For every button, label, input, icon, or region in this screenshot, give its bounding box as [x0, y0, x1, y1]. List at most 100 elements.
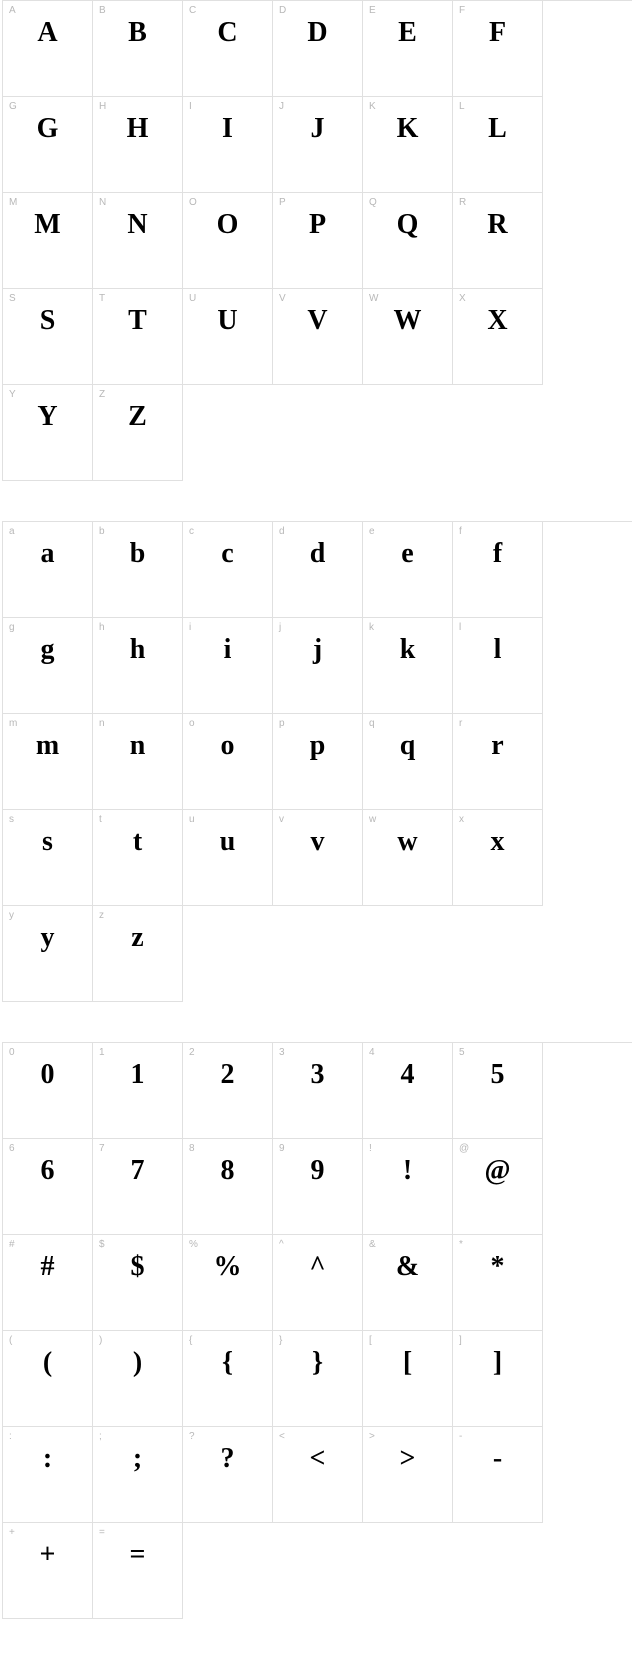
- glyph-label: 4: [369, 1047, 375, 1058]
- glyph-label: y: [9, 910, 14, 921]
- glyph-cell: <<: [273, 1427, 363, 1523]
- glyph-display: 2: [183, 1061, 272, 1089]
- glyph-label: U: [189, 293, 196, 304]
- glyph-label: ): [99, 1335, 102, 1346]
- glyph-display: g: [3, 636, 92, 664]
- glyph-display: ]: [453, 1349, 542, 1377]
- glyph-display: ;: [93, 1445, 182, 1473]
- glyph-display: M: [3, 211, 92, 239]
- glyph-display: [: [363, 1349, 452, 1377]
- glyph-display: 9: [273, 1157, 362, 1185]
- glyph-cell: kk: [363, 618, 453, 714]
- glyph-display: j: [273, 636, 362, 664]
- glyph-label: *: [459, 1239, 463, 1250]
- glyph-cell: ee: [363, 522, 453, 618]
- glyph-display: -: [453, 1445, 542, 1473]
- glyph-display: 6: [3, 1157, 92, 1185]
- glyph-label: H: [99, 101, 106, 112]
- glyph-label: f: [459, 526, 462, 537]
- glyph-cell: 55: [453, 1043, 543, 1139]
- glyph-label: b: [99, 526, 105, 537]
- glyph-display: =: [93, 1541, 182, 1569]
- glyph-cell: hh: [93, 618, 183, 714]
- glyph-cell: 88: [183, 1139, 273, 1235]
- glyph-label: p: [279, 718, 285, 729]
- glyph-display: $: [93, 1253, 182, 1281]
- glyph-label: >: [369, 1431, 375, 1442]
- glyph-cell: VV: [273, 289, 363, 385]
- glyph-display: Y: [3, 403, 92, 431]
- glyph-display: z: [93, 924, 182, 952]
- glyph-label: #: [9, 1239, 15, 1250]
- glyph-cell: SS: [3, 289, 93, 385]
- glyph-label: j: [279, 622, 281, 633]
- glyph-cell: vv: [273, 810, 363, 906]
- glyph-display: t: [93, 828, 182, 856]
- glyph-cell: ((: [3, 1331, 93, 1427]
- glyph-label: T: [99, 293, 105, 304]
- glyph-cell: XX: [453, 289, 543, 385]
- glyph-cell: CC: [183, 1, 273, 97]
- glyph-display: W: [363, 307, 452, 335]
- glyph-display: B: [93, 19, 182, 47]
- glyph-label: 7: [99, 1143, 105, 1154]
- glyph-cell: ZZ: [93, 385, 183, 481]
- glyph-display: c: [183, 540, 272, 568]
- glyph-cell: 66: [3, 1139, 93, 1235]
- glyph-cell: aa: [3, 522, 93, 618]
- glyph-label: 5: [459, 1047, 465, 1058]
- section-lowercase: aabbccddeeffgghhiijjkkllmmnnooppqqrrsstt…: [0, 521, 640, 1002]
- glyph-label: X: [459, 293, 466, 304]
- glyph-display: 1: [93, 1061, 182, 1089]
- glyph-label: -: [459, 1431, 462, 1442]
- glyph-label: S: [9, 293, 16, 304]
- glyph-cell: EE: [363, 1, 453, 97]
- glyph-label: e: [369, 526, 375, 537]
- glyph-display: q: [363, 732, 452, 760]
- glyph-grid: aabbccddeeffgghhiijjkkllmmnnooppqqrrsstt…: [2, 521, 632, 1002]
- glyph-cell: ff: [453, 522, 543, 618]
- glyph-cell: bb: [93, 522, 183, 618]
- glyph-display: ^: [273, 1253, 362, 1281]
- glyph-cell: zz: [93, 906, 183, 1002]
- glyph-label: ;: [99, 1431, 102, 1442]
- glyph-label: E: [369, 5, 376, 16]
- glyph-display: &: [363, 1253, 452, 1281]
- glyph-display: %: [183, 1253, 272, 1281]
- glyph-label: M: [9, 197, 17, 208]
- glyph-cell: xx: [453, 810, 543, 906]
- glyph-cell: ii: [183, 618, 273, 714]
- glyph-label: d: [279, 526, 285, 537]
- glyph-label: l: [459, 622, 461, 633]
- glyph-display: F: [453, 19, 542, 47]
- glyph-cell: ##: [3, 1235, 93, 1331]
- glyph-display: l: [453, 636, 542, 664]
- glyph-cell: GG: [3, 97, 93, 193]
- glyph-label: L: [459, 101, 465, 112]
- glyph-label: !: [369, 1143, 372, 1154]
- glyph-label: J: [279, 101, 284, 112]
- glyph-cell: qq: [363, 714, 453, 810]
- glyph-label: V: [279, 293, 286, 304]
- glyph-cell: }}: [273, 1331, 363, 1427]
- glyph-display: G: [3, 115, 92, 143]
- glyph-display: (: [3, 1349, 92, 1377]
- glyph-display: *: [453, 1253, 542, 1281]
- glyph-display: 0: [3, 1061, 92, 1089]
- glyph-display: :: [3, 1445, 92, 1473]
- glyph-display: X: [453, 307, 542, 335]
- glyph-cell: AA: [3, 1, 93, 97]
- glyph-display: H: [93, 115, 182, 143]
- glyph-cell: **: [453, 1235, 543, 1331]
- glyph-display: y: [3, 924, 92, 952]
- glyph-cell: >>: [363, 1427, 453, 1523]
- glyph-label: [: [369, 1335, 372, 1346]
- glyph-cell: cc: [183, 522, 273, 618]
- glyph-label: %: [189, 1239, 198, 1250]
- glyph-label: Y: [9, 389, 16, 400]
- glyph-cell: %%: [183, 1235, 273, 1331]
- glyph-display: p: [273, 732, 362, 760]
- glyph-cell: ??: [183, 1427, 273, 1523]
- glyph-display: 8: [183, 1157, 272, 1185]
- glyph-label: @: [459, 1143, 469, 1154]
